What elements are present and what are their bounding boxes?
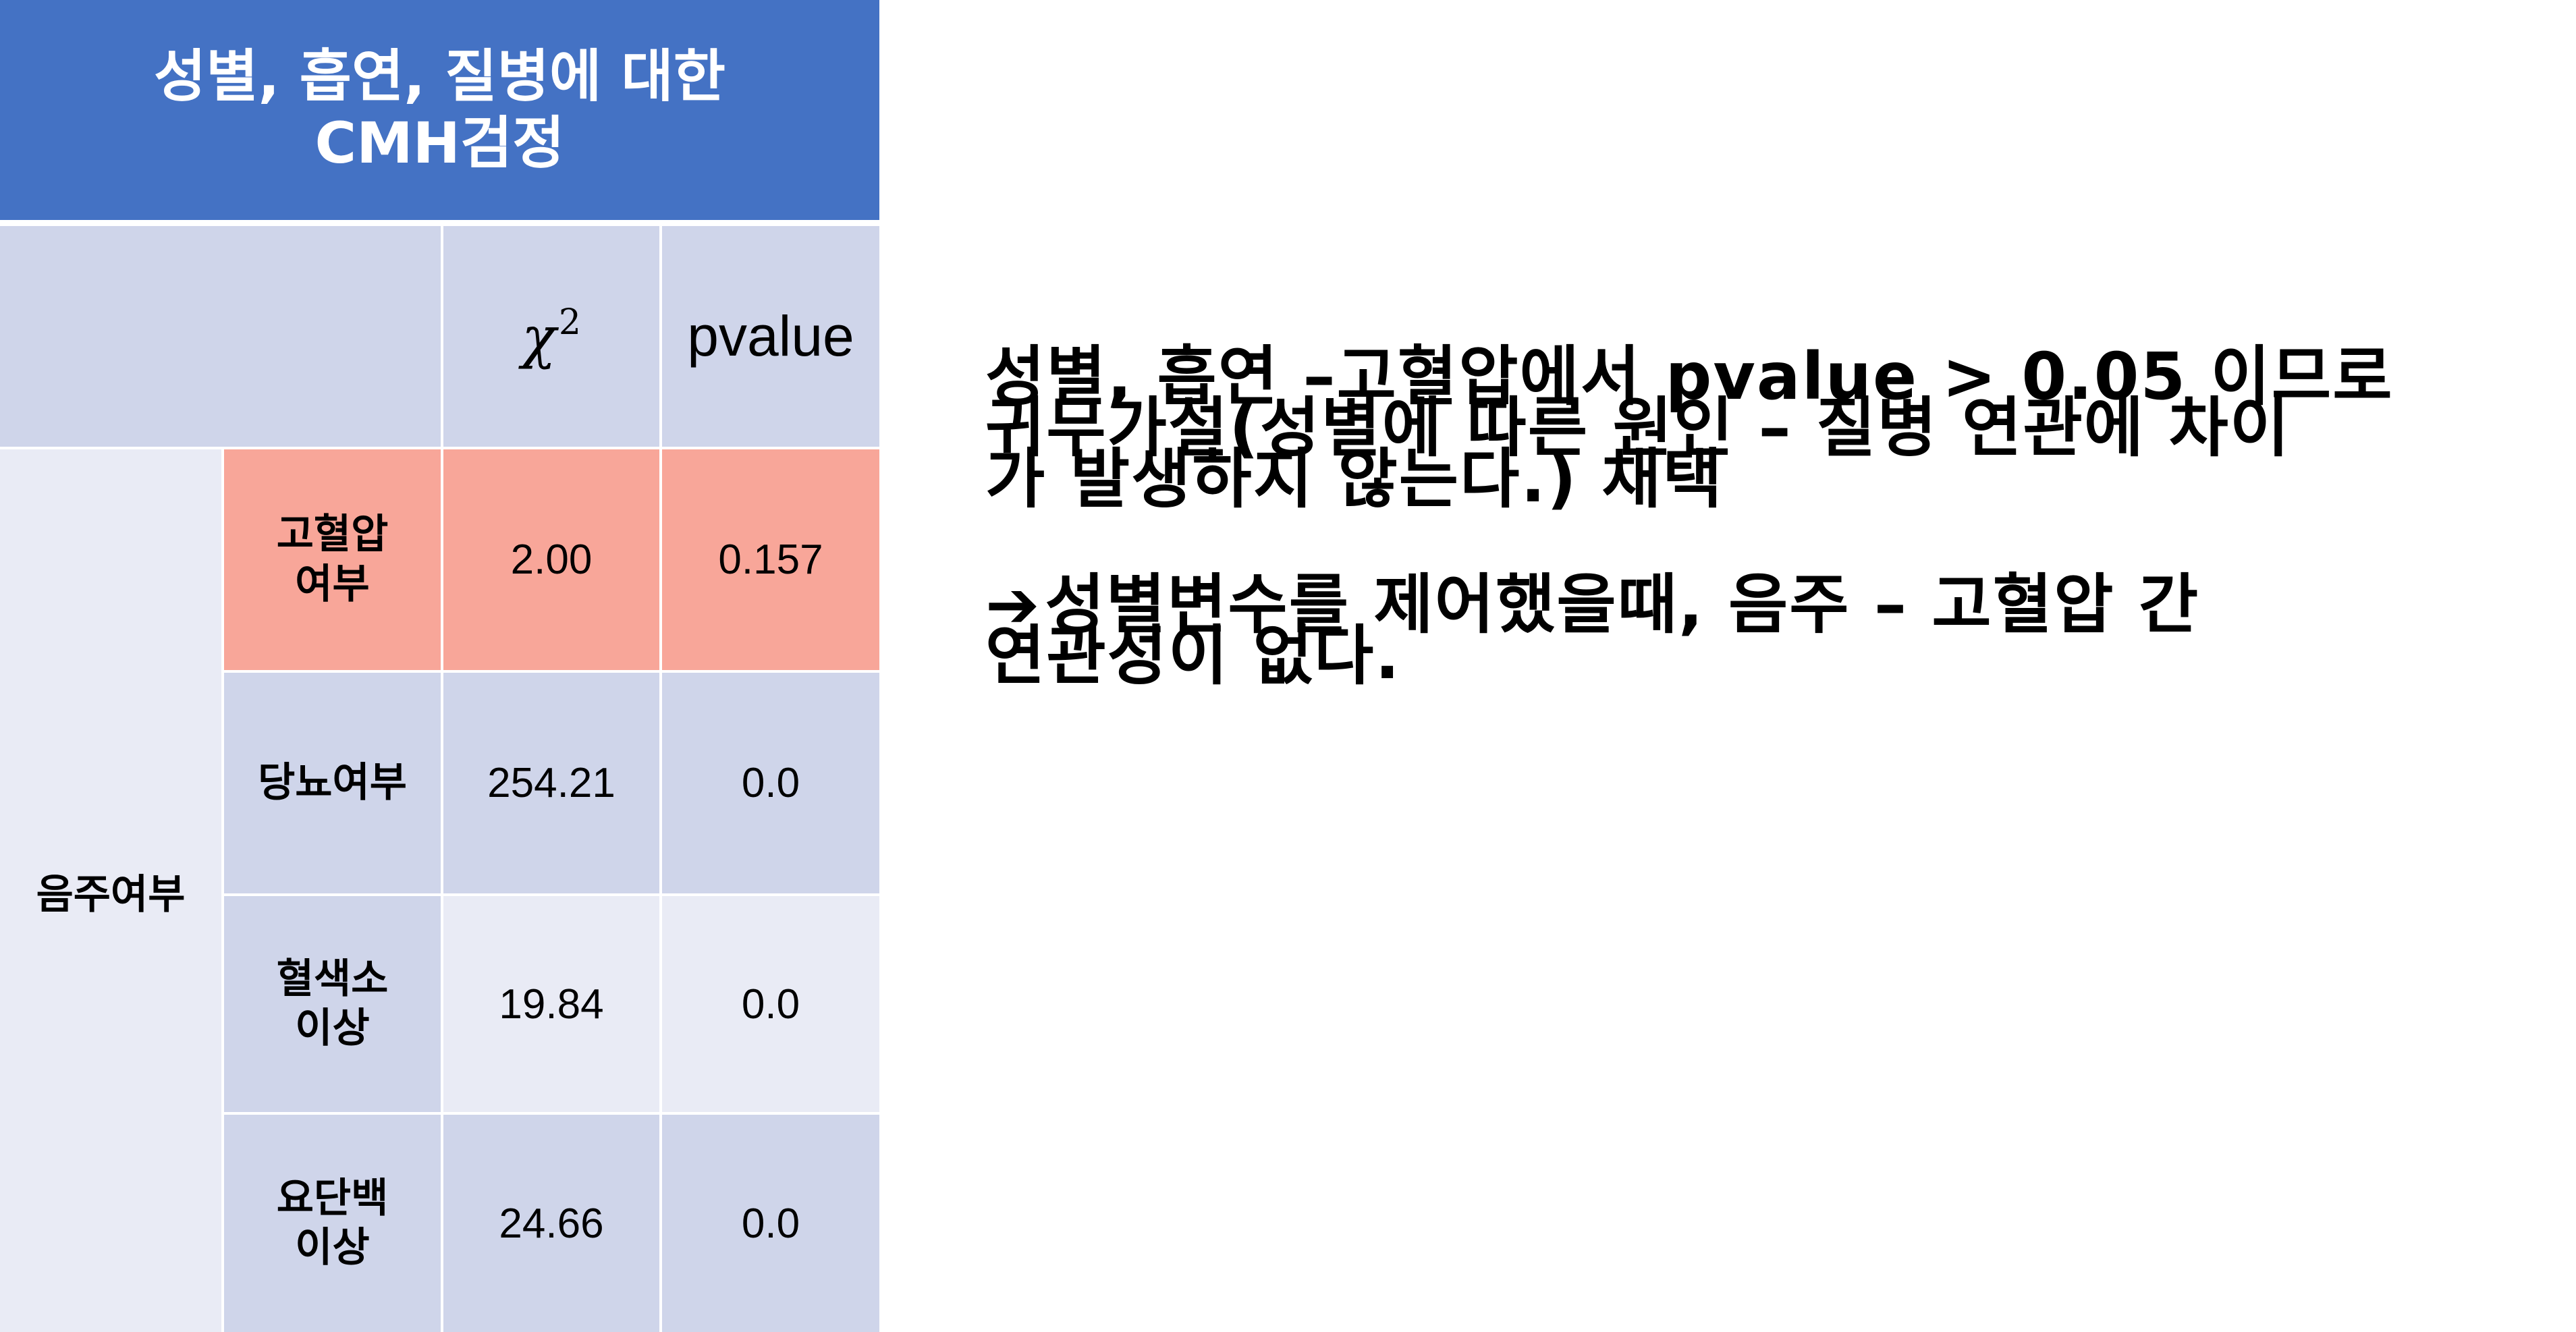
summary-line-text: 성별변수를 제어했을때, 음주 – 고혈압 간 (1045, 567, 2200, 642)
chi2-value: 254.21 (487, 760, 615, 806)
explanation-text: 성별, 흡연 –고혈압에서 pvalue > 0.05 이므로 귀무가설(성별에… (985, 339, 2551, 694)
pvalue-cell: 0.157 (662, 449, 879, 670)
chi-square-symbol: χ2 (522, 302, 581, 370)
arrow-right-icon: ➔ (985, 567, 1041, 642)
table-title-line-1: 성별, 흡연, 질병에 대한 (153, 43, 726, 109)
conclusion-line: 가 발생하지 않는다.) 채택 (985, 441, 1724, 517)
summary-line: ➔성별변수를 제어했을때, 음주 – 고혈압 간 (985, 567, 2551, 642)
chi2-value-cell: 254.21 (443, 673, 659, 893)
group-label: 음주여부 (36, 870, 186, 918)
pvalue-cell: 0.0 (662, 673, 879, 893)
chi2-value-cell: 2.00 (443, 449, 659, 670)
chi2-value-cell: 19.84 (443, 896, 659, 1112)
header-chi-square: χ2 (443, 226, 659, 447)
conclusion-line: 성별, 흡연 –고혈압에서 pvalue > 0.05 이므로 (985, 339, 2394, 414)
header-empty-cell (0, 226, 441, 447)
header-pvalue-label: pvalue (687, 304, 854, 368)
chi2-value: 24.66 (499, 1200, 604, 1247)
table-row-label: 요단백 이상 (224, 1115, 441, 1332)
pvalue-value: 0.0 (741, 1200, 800, 1247)
table-title-line-2: CMH검정 (314, 110, 565, 176)
pvalue-value: 0.157 (718, 536, 823, 583)
conclusion-line: 귀무가설(성별에 따른 원인 – 질병 연관에 차이 (985, 390, 2291, 466)
row-label-line: 이상 (295, 1005, 370, 1052)
row-label-line: 요단백 (276, 1174, 389, 1222)
row-label-line: 당뇨여부 (258, 758, 407, 806)
summary-line: 연관성이 없다. (985, 618, 1401, 694)
row-label-line: 여부 (295, 560, 370, 608)
chi2-value: 2.00 (510, 536, 593, 583)
row-label-line: 이상 (295, 1224, 370, 1271)
header-pvalue: pvalue (662, 226, 879, 447)
pvalue-value: 0.0 (741, 980, 800, 1028)
cmh-results-table: 성별, 흡연, 질병에 대한 CMH검정 χ2 pvalue 음주여부 고혈압 … (0, 0, 879, 1332)
pvalue-value: 0.0 (741, 760, 800, 806)
table-row-label: 고혈압 여부 (224, 449, 441, 670)
pvalue-cell: 0.0 (662, 1115, 879, 1332)
table-row-label: 혈색소 이상 (224, 896, 441, 1112)
table-row-label: 당뇨여부 (224, 673, 441, 893)
pvalue-cell: 0.0 (662, 896, 879, 1112)
row-label-line: 혈색소 (276, 955, 389, 1003)
chi2-value: 19.84 (499, 980, 604, 1028)
chi2-value-cell: 24.66 (443, 1115, 659, 1332)
row-label-line: 고혈압 (276, 511, 389, 559)
group-label-cell: 음주여부 (0, 449, 221, 1332)
table-title: 성별, 흡연, 질병에 대한 CMH검정 (0, 0, 879, 220)
